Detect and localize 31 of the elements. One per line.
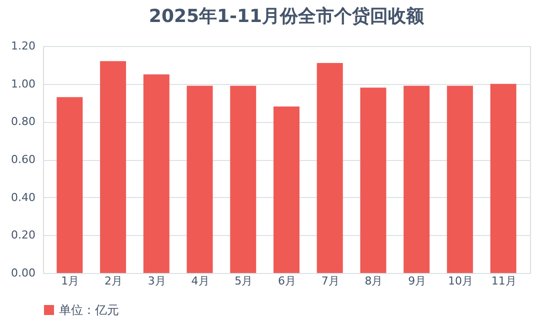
x-tick-label: 11月 [491, 274, 516, 288]
x-tick-label: 5月 [234, 274, 253, 288]
chart-title: 2025年1-11月份全市个贷回收额 [148, 6, 426, 27]
y-tick-label: 0.80 [11, 115, 36, 128]
bar [404, 86, 430, 273]
bar [100, 61, 126, 273]
x-tick-label: 3月 [148, 274, 166, 288]
x-tick-label: 9月 [408, 274, 426, 288]
bar [360, 88, 386, 273]
x-tick-label: 2月 [104, 274, 123, 288]
bar [56, 97, 83, 273]
legend-label: 单位：亿元 [59, 303, 119, 317]
bar [490, 84, 516, 273]
bar [274, 106, 300, 273]
x-tick-label: 4月 [191, 274, 210, 288]
bar [446, 86, 473, 273]
y-tick-label: 0.00 [11, 266, 36, 280]
x-tick-label: 1月 [61, 274, 80, 288]
y-tick-label: 1.20 [11, 40, 36, 52]
y-tick-label: 0.20 [11, 228, 36, 242]
bar [316, 63, 343, 273]
x-tick-label: 7月 [321, 274, 340, 288]
x-tick-label: 8月 [364, 274, 383, 288]
y-tick-label: 0.60 [11, 153, 36, 166]
y-tick-label: 1.00 [11, 77, 36, 90]
bar [230, 86, 256, 273]
bar [143, 74, 170, 273]
y-tick-label: 0.40 [11, 190, 36, 204]
x-tick-label: 10月 [448, 274, 473, 288]
bar [186, 86, 213, 273]
x-tick-label: 6月 [278, 274, 296, 288]
